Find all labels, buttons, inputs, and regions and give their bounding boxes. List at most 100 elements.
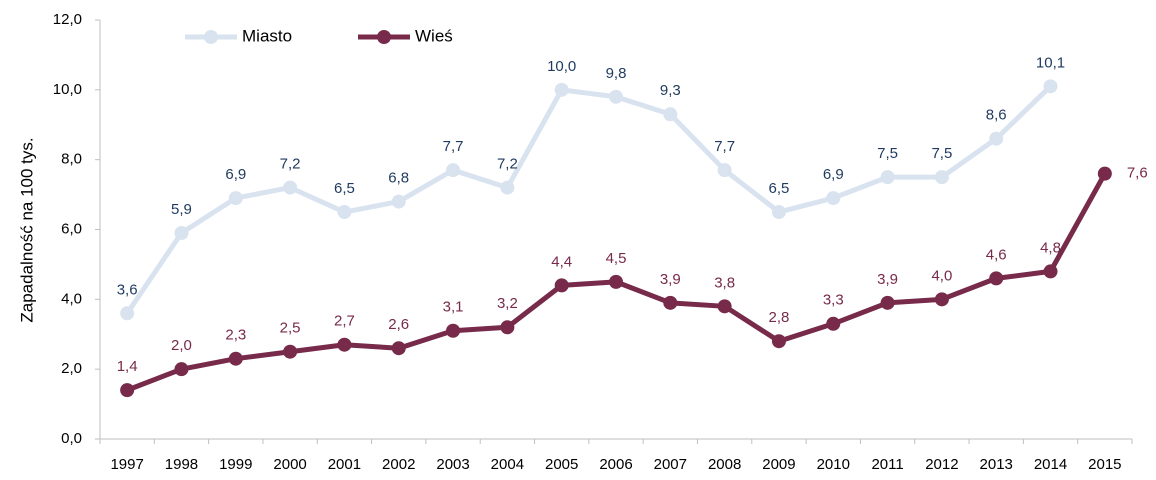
data-point	[826, 316, 841, 331]
y-tick-label: 6,0	[61, 220, 82, 237]
y-tick-label: 0,0	[61, 430, 82, 447]
x-tick-label: 2012	[925, 456, 958, 473]
data-point	[609, 89, 623, 104]
x-tick-label: 1997	[110, 456, 143, 473]
legend-label: Miasto	[242, 26, 292, 45]
y-tick-label: 4,0	[61, 290, 82, 307]
data-point	[228, 191, 243, 206]
data-label: 3,2	[497, 295, 518, 312]
data-point	[934, 292, 949, 307]
x-tick-label: 2011	[871, 456, 903, 473]
data-point	[174, 362, 189, 377]
data-label: 7,5	[931, 145, 952, 162]
data-point	[446, 323, 461, 338]
data-point	[391, 341, 406, 356]
x-tick-label: 2009	[762, 456, 795, 473]
data-label: 4,6	[986, 246, 1007, 263]
data-label: 3,3	[823, 292, 844, 309]
data-label: 3,9	[877, 271, 898, 288]
data-point	[771, 205, 786, 220]
data-point	[880, 170, 895, 185]
data-label: 2,0	[171, 337, 192, 354]
data-point	[989, 131, 1004, 146]
data-point	[989, 271, 1004, 286]
data-label: 6,9	[823, 166, 844, 183]
data-label: 6,8	[388, 170, 409, 187]
data-point	[934, 170, 949, 185]
x-tick-label: 2007	[654, 456, 687, 473]
data-point	[500, 320, 515, 335]
x-tick-label: 1998	[165, 456, 198, 473]
legend-label: Wieś	[415, 26, 453, 45]
x-tick-label: 2004	[491, 456, 524, 473]
data-point	[228, 351, 243, 366]
data-point	[554, 278, 569, 293]
data-point	[717, 163, 732, 178]
x-tick-label: 2015	[1088, 456, 1121, 473]
y-tick-label: 8,0	[61, 151, 82, 168]
data-label: 6,5	[769, 180, 790, 197]
x-tick-label: 2005	[545, 456, 578, 473]
x-tick-label: 2014	[1034, 456, 1067, 473]
series-line	[125, 84, 1053, 315]
y-tick-label: 10,0	[53, 81, 82, 98]
x-tick-label: 2000	[273, 456, 306, 473]
data-label: 3,9	[660, 271, 681, 288]
data-point	[1043, 79, 1058, 94]
data-point	[880, 295, 895, 310]
data-label: 9,3	[660, 82, 681, 99]
data-point	[500, 180, 515, 195]
data-label: 10,1	[1036, 54, 1065, 71]
data-point	[1043, 264, 1058, 279]
data-point	[1097, 166, 1112, 181]
data-label: 2,3	[225, 327, 246, 344]
data-label: 4,0	[931, 267, 952, 284]
data-point	[283, 180, 298, 195]
data-point	[337, 205, 352, 220]
x-tick-label: 2006	[599, 456, 632, 473]
data-point	[771, 334, 786, 349]
data-label: 7,2	[280, 156, 301, 173]
data-point	[337, 337, 352, 352]
y-axis-label: Zapadalność na 100 tys.	[17, 137, 36, 322]
data-label: 2,7	[334, 313, 355, 330]
data-label: 5,9	[171, 201, 192, 218]
data-point	[663, 295, 678, 310]
data-label: 6,9	[225, 166, 246, 183]
x-tick-label: 2001	[328, 456, 361, 473]
y-tick-label: 2,0	[61, 360, 82, 377]
data-point	[663, 107, 678, 122]
legend-marker	[377, 30, 391, 44]
y-tick-label: 12,0	[53, 11, 82, 28]
data-label: 2,5	[280, 320, 301, 337]
data-label: 2,8	[769, 309, 790, 326]
x-tick-label: 2002	[382, 456, 415, 473]
data-point	[717, 299, 732, 314]
legend-marker	[204, 30, 218, 44]
data-label: 10,0	[547, 58, 576, 75]
data-point	[826, 191, 841, 206]
data-point	[120, 383, 135, 398]
data-label: 7,7	[714, 138, 735, 155]
data-point	[609, 274, 623, 289]
data-label: 6,5	[334, 180, 355, 197]
data-label: 4,4	[551, 253, 572, 270]
x-tick-label: 2010	[817, 456, 850, 473]
x-tick-label: 2008	[708, 456, 741, 473]
data-label: 3,1	[443, 299, 464, 316]
x-tick-label: 1999	[219, 456, 252, 473]
x-tick-label: 2003	[436, 456, 469, 473]
x-tick-label: 2013	[980, 456, 1013, 473]
data-label: 8,6	[986, 107, 1007, 124]
data-point	[446, 163, 461, 178]
data-label: 4,5	[606, 250, 627, 267]
data-label: 1,4	[117, 358, 138, 375]
data-label: 7,2	[497, 156, 518, 173]
data-point	[554, 82, 569, 97]
data-point	[174, 225, 189, 240]
data-label: 3,8	[714, 274, 735, 291]
data-label: 2,6	[388, 316, 409, 333]
data-point	[120, 306, 135, 321]
data-label: 9,8	[606, 65, 627, 82]
